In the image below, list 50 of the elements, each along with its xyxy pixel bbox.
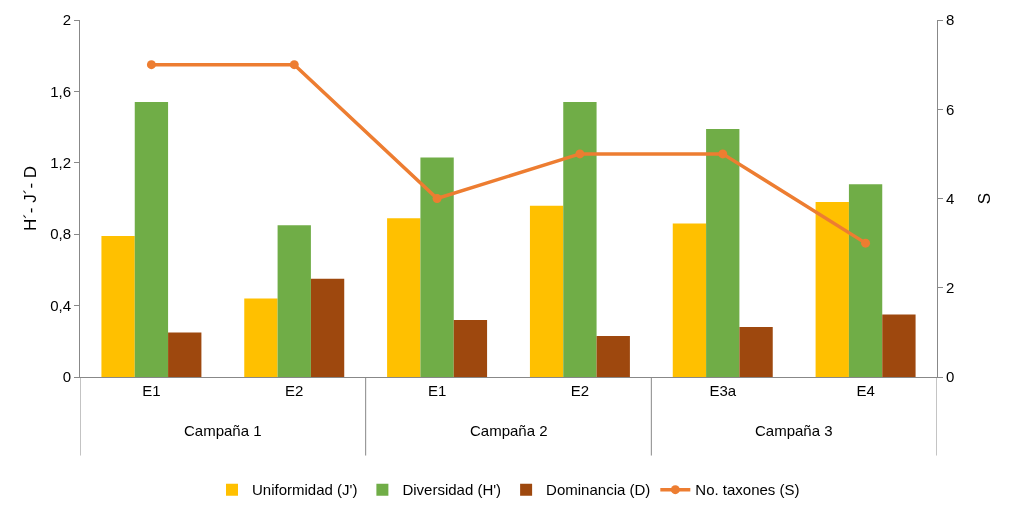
point bbox=[861, 238, 871, 248]
text: Campaña 1 bbox=[184, 422, 262, 439]
point bbox=[289, 60, 299, 70]
y2-tick-label: 4 bbox=[946, 189, 955, 207]
text: Campaña 3 bbox=[755, 422, 833, 439]
x-tick-label: E2 bbox=[285, 382, 304, 399]
point bbox=[575, 149, 585, 159]
legend-label: No. taxones (S) bbox=[695, 481, 800, 499]
y2-tick-label: 0 bbox=[946, 368, 955, 386]
bar bbox=[529, 205, 564, 377]
bar bbox=[134, 102, 169, 377]
y2-axis-title: S bbox=[974, 192, 994, 205]
bar bbox=[387, 218, 421, 377]
y2-tick-label: 2 bbox=[946, 279, 955, 296]
y-tick-label: 1,2 bbox=[50, 154, 71, 172]
point bbox=[718, 149, 728, 159]
y-tick-label: 0 bbox=[62, 368, 71, 386]
bar bbox=[420, 157, 454, 377]
y-tick-label: 0,8 bbox=[50, 225, 71, 243]
bar bbox=[277, 225, 311, 377]
bar bbox=[596, 335, 630, 377]
x-tick-label: E4 bbox=[856, 382, 875, 399]
y-axis-title: H´- J´- D bbox=[21, 165, 40, 232]
point bbox=[146, 60, 156, 70]
y2-tick-label: 6 bbox=[946, 100, 955, 118]
legend-label: Diversidad (H') bbox=[402, 481, 502, 499]
bar bbox=[453, 319, 488, 377]
x-tick-label: E3a bbox=[709, 382, 737, 399]
bar bbox=[672, 223, 707, 377]
bar bbox=[310, 278, 345, 377]
bar bbox=[563, 102, 597, 377]
text: Campaña 2 bbox=[470, 422, 548, 439]
bar bbox=[848, 184, 883, 377]
bar bbox=[168, 332, 202, 377]
y-tick-label: 2 bbox=[62, 11, 71, 29]
x-tick-label: E1 bbox=[427, 382, 447, 399]
bar bbox=[739, 327, 773, 377]
bar bbox=[882, 314, 916, 377]
bar bbox=[815, 202, 849, 377]
point bbox=[432, 194, 442, 203]
legend-label: Uniformidad (J') bbox=[252, 481, 358, 499]
x-tick-label: E2 bbox=[570, 382, 590, 399]
bar bbox=[101, 235, 135, 377]
y-tick-label: 1,6 bbox=[50, 82, 71, 100]
y2-tick-label: 8 bbox=[946, 11, 955, 29]
bar bbox=[244, 298, 278, 377]
x-tick-label: E1 bbox=[142, 382, 161, 399]
bar bbox=[706, 128, 740, 377]
y-tick-label: 0,4 bbox=[50, 296, 71, 314]
legend-label: Dominancia (D) bbox=[546, 481, 651, 499]
